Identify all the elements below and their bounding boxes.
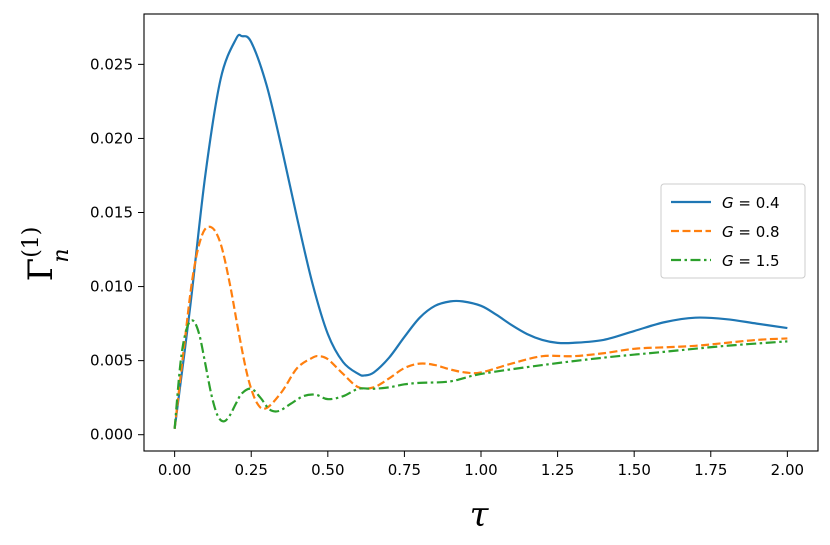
x-tick-label-0-25: 0.25 (235, 461, 268, 479)
y-tick-label-0-010: 0.010 (90, 278, 133, 296)
legend-entry-g-0-8: G = 0.8 (671, 223, 780, 241)
x-tick-label-1-25: 1.25 (541, 461, 574, 479)
legend-var-g-0-4: G (722, 194, 734, 212)
legend-value-g-1-5: = 1.5 (734, 252, 780, 270)
series-line-1 (173, 225, 788, 429)
y-tick-label-0-025: 0.025 (90, 55, 133, 73)
y-tick-label-0-020: 0.020 (90, 129, 133, 147)
series-line-0 (173, 33, 788, 429)
x-tick-label-1-50: 1.50 (617, 461, 650, 479)
y-axis-label-sup: (1) (19, 227, 44, 258)
legend-entry-g-1-5: G = 1.5 (671, 252, 780, 270)
legend-value-g-0-4: = 0.4 (734, 194, 780, 212)
svg-text:G = 0.8: G = 0.8 (722, 223, 780, 241)
series-line-2 (173, 319, 788, 429)
y-axis-label-base: Γ (21, 258, 61, 282)
x-axis: 0.00 0.25 0.50 0.75 1.00 1.25 1.50 1.75 2.00 (158, 451, 804, 479)
svg-text:G = 1.5: G = 1.5 (722, 252, 780, 270)
legend-value-g-0-8: = 0.8 (734, 223, 780, 241)
x-tick-label-2-00: 2.00 (771, 461, 804, 479)
x-tick-label-0-50: 0.50 (311, 461, 344, 479)
legend-entry-g-0-4: G = 0.4 (671, 194, 780, 212)
x-axis-label: τ (470, 495, 490, 535)
x-tick-label-1-75: 1.75 (694, 461, 727, 479)
y-axis-label-sub: n (49, 248, 74, 262)
x-tick-label-0-00: 0.00 (158, 461, 191, 479)
y-tick-label-0-015: 0.015 (90, 204, 133, 222)
y-axis: 0.000 0.005 0.010 0.015 0.020 0.025 (90, 55, 144, 444)
y-axis-label: Γ(1) n (19, 227, 74, 282)
plot-lines (173, 33, 788, 429)
y-tick-label-0-000: 0.000 (90, 426, 133, 444)
x-tick-label-0-75: 0.75 (388, 461, 421, 479)
legend-box (660, 183, 806, 279)
x-tick-label-1-00: 1.00 (464, 461, 497, 479)
y-tick-label-0-005: 0.005 (90, 352, 133, 370)
legend-var-g-0-8: G (722, 223, 734, 241)
svg-text:Γ(1)n: Γ(1) n (19, 227, 74, 282)
svg-text:G = 0.4: G = 0.4 (722, 194, 780, 212)
legend: G = 0.4 G = 0.8 G = 1.5 (660, 183, 806, 279)
legend-var-g-1-5: G (722, 252, 734, 270)
